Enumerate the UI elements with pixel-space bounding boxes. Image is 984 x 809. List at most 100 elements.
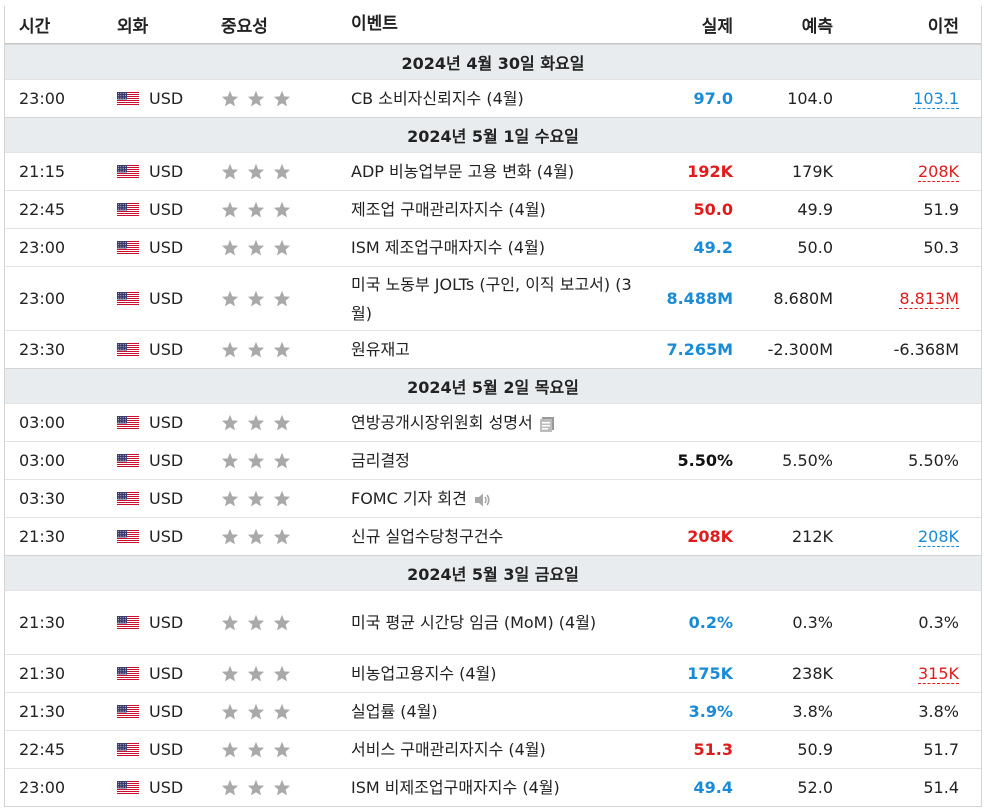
- importance-stars: [205, 741, 331, 758]
- event-forecast: 3.8%: [792, 702, 833, 721]
- event-row[interactable]: 22:45 USD 서비스 구매관리자지수 (4월) 51.3 50.9 51.7: [5, 730, 981, 768]
- currency-code: USD: [149, 527, 184, 546]
- event-name-cell[interactable]: ADP 비농업부문 고용 변화 (4월): [331, 157, 641, 186]
- currency-code: USD: [149, 289, 184, 308]
- currency-code: USD: [149, 489, 184, 508]
- event-name-cell[interactable]: 미국 평균 시간당 임금 (MoM) (4월): [331, 608, 641, 637]
- event-row[interactable]: 21:30 USD 실업률 (4월) 3.9% 3.8% 3.8%: [5, 692, 981, 730]
- event-name[interactable]: 미국 노동부 JOLTs (구인, 이직 보고서) (3월): [351, 274, 632, 323]
- event-name-cell[interactable]: 원유재고: [331, 335, 641, 364]
- event-forecast: 212K: [791, 527, 833, 546]
- event-time: 23:00: [19, 289, 66, 308]
- event-actual: 192K: [687, 162, 733, 181]
- event-name[interactable]: 실업률 (4월): [351, 702, 438, 721]
- event-previous[interactable]: 315K: [917, 664, 959, 684]
- event-name[interactable]: 제조업 구매관리자지수 (4월): [351, 200, 546, 219]
- us-flag-icon: [117, 164, 139, 179]
- event-currency: USD: [101, 89, 205, 108]
- event-row[interactable]: 03:30 USD FOMC 기자 회견: [5, 479, 981, 517]
- event-row[interactable]: 21:30 USD 비농업고용지수 (4월) 175K 238K 315K: [5, 654, 981, 692]
- event-previous[interactable]: 208K: [917, 527, 959, 547]
- event-name[interactable]: 비농업고용지수 (4월): [351, 664, 497, 683]
- event-time: 21:30: [19, 613, 66, 632]
- star-icon: [221, 90, 239, 107]
- event-name-cell[interactable]: 서비스 구매관리자지수 (4월): [331, 735, 641, 764]
- header-previous[interactable]: 이전: [927, 17, 959, 37]
- event-name[interactable]: 미국 평균 시간당 임금 (MoM) (4월): [351, 613, 597, 632]
- header-importance[interactable]: 중요성: [221, 17, 268, 37]
- event-row[interactable]: 23:00 USD ISM 제조업구매자지수 (4월) 49.2 50.0 50.3: [5, 228, 981, 266]
- star-icon: [247, 341, 265, 358]
- header-forecast[interactable]: 예측: [801, 17, 833, 37]
- event-name[interactable]: CB 소비자신뢰지수 (4월): [351, 89, 524, 108]
- event-row[interactable]: 21:30 USD 신규 실업수당청구건수 208K 212K 208K: [5, 517, 981, 555]
- event-name-cell[interactable]: CB 소비자신뢰지수 (4월): [331, 84, 641, 113]
- event-forecast: 179K: [791, 162, 833, 181]
- us-flag-icon: [117, 780, 139, 795]
- event-name[interactable]: 연방공개시장위원회 성명서: [351, 413, 533, 432]
- star-icon: [247, 163, 265, 180]
- importance-stars: [205, 665, 331, 682]
- event-previous[interactable]: 208K: [917, 162, 959, 182]
- event-time: 22:45: [19, 740, 66, 759]
- star-icon: [221, 341, 239, 358]
- event-row[interactable]: 23:00 USD ISM 비제조업구매자지수 (4월) 49.4 52.0 51.4: [5, 768, 981, 806]
- event-name[interactable]: ISM 비제조업구매자지수 (4월): [351, 778, 560, 797]
- event-name[interactable]: ISM 제조업구매자지수 (4월): [351, 238, 545, 257]
- event-row[interactable]: 23:00 USD 미국 노동부 JOLTs (구인, 이직 보고서) (3월) 8.…: [5, 266, 981, 330]
- event-currency: USD: [101, 527, 205, 546]
- event-row[interactable]: 23:30 USD 원유재고 7.265M -2.300M -6.368M: [5, 330, 981, 368]
- event-name-cell[interactable]: 금리결정: [331, 446, 641, 475]
- event-name[interactable]: ADP 비농업부문 고용 변화 (4월): [351, 162, 575, 181]
- event-name-cell[interactable]: 미국 노동부 JOLTs (구인, 이직 보고서) (3월): [331, 270, 641, 328]
- header-actual[interactable]: 실제: [701, 17, 733, 37]
- event-forecast: 8.680M: [773, 289, 833, 308]
- event-actual: 0.2%: [688, 613, 733, 632]
- event-row[interactable]: 23:00 USD CB 소비자신뢰지수 (4월) 97.0 104.0 103.1: [5, 79, 981, 117]
- event-row[interactable]: 03:00 USD 연방공개시장위원회 성명서: [5, 403, 981, 441]
- event-previous[interactable]: 103.1: [913, 89, 959, 109]
- event-previous[interactable]: 8.813M: [899, 289, 959, 309]
- currency-code: USD: [149, 613, 184, 632]
- speaker-icon[interactable]: [473, 492, 491, 508]
- event-name-cell[interactable]: ISM 제조업구매자지수 (4월): [331, 233, 641, 262]
- event-forecast: -2.300M: [767, 340, 833, 359]
- star-icon: [221, 779, 239, 796]
- event-row[interactable]: 22:45 USD 제조업 구매관리자지수 (4월) 50.0 49.9 51.9: [5, 190, 981, 228]
- event-name[interactable]: 원유재고: [351, 340, 410, 359]
- event-name-cell[interactable]: 연방공개시장위원회 성명서: [331, 408, 641, 437]
- event-row[interactable]: 21:30 USD 미국 평균 시간당 임금 (MoM) (4월) 0.2% 0.3% 0…: [5, 590, 981, 654]
- day-label: 2024년 5월 3일 금요일: [407, 565, 579, 584]
- star-icon: [221, 201, 239, 218]
- header-time[interactable]: 시간: [19, 17, 51, 37]
- star-icon: [221, 490, 239, 507]
- event-previous-cell: -6.368M: [833, 340, 959, 359]
- us-flag-icon: [117, 742, 139, 757]
- star-icon: [273, 163, 291, 180]
- document-icon[interactable]: [539, 416, 555, 432]
- event-row[interactable]: 03:00 USD 금리결정 5.50% 5.50% 5.50%: [5, 441, 981, 479]
- event-name-cell[interactable]: 제조업 구매관리자지수 (4월): [331, 195, 641, 224]
- header-currency[interactable]: 외화: [117, 17, 149, 37]
- event-name-cell[interactable]: 실업률 (4월): [331, 697, 641, 726]
- star-icon: [247, 452, 265, 469]
- event-name-cell[interactable]: ISM 비제조업구매자지수 (4월): [331, 773, 641, 802]
- event-forecast: 50.9: [797, 740, 833, 759]
- event-name[interactable]: FOMC 기자 회견: [351, 489, 467, 508]
- star-icon: [247, 741, 265, 758]
- header-event[interactable]: 이벤트: [351, 14, 398, 34]
- star-icon: [247, 290, 265, 307]
- day-header-row: 2024년 5월 3일 금요일: [5, 555, 981, 590]
- event-name[interactable]: 신규 실업수당청구건수: [351, 527, 504, 546]
- event-row[interactable]: 21:15 USD ADP 비농업부문 고용 변화 (4월) 192K 179K 208K: [5, 152, 981, 190]
- star-icon: [221, 414, 239, 431]
- event-name-cell[interactable]: 신규 실업수당청구건수: [331, 522, 641, 551]
- star-icon: [273, 341, 291, 358]
- currency-code: USD: [149, 778, 184, 797]
- event-name[interactable]: 금리결정: [351, 451, 410, 470]
- event-name[interactable]: 서비스 구매관리자지수 (4월): [351, 740, 546, 759]
- event-name-cell[interactable]: FOMC 기자 회견: [331, 484, 641, 513]
- star-icon: [273, 741, 291, 758]
- event-name-cell[interactable]: 비농업고용지수 (4월): [331, 659, 641, 688]
- star-icon: [221, 163, 239, 180]
